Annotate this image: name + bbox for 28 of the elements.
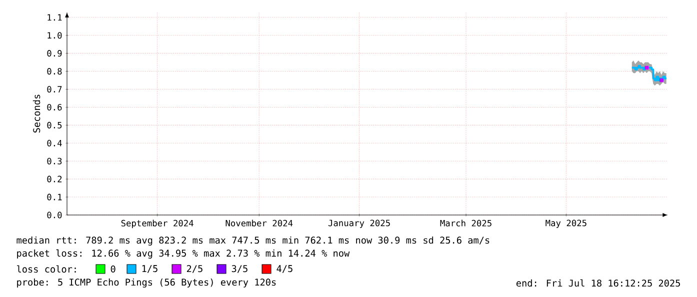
- text: packet loss: 12.66 % avg 34.95 % max 2.73 % min 14.24 % now: [17, 249, 350, 259]
- legend-title: loss color:: [17, 265, 76, 273]
- x-tick-label: March 2025: [440, 220, 492, 226]
- legend-label: 0: [110, 265, 116, 273]
- y-tick-label: 0.3: [47, 158, 62, 164]
- y-tick-label: 0.6: [47, 104, 62, 110]
- y-tick-label: 0.7: [47, 86, 62, 93]
- x-tick-label: May 2025: [546, 220, 586, 228]
- y-tick-label: 1.0: [48, 32, 62, 39]
- legend-label: 1/5: [142, 265, 158, 273]
- x-tick-label: January 2025: [328, 220, 390, 228]
- x-tick-label: September 2024: [121, 220, 194, 228]
- y-tick-label: 0.9: [47, 50, 62, 57]
- text: median rtt: 789.2 ms avg 823.2 ms max 747.5 ms min 762.1 ms now 30.9 ms sd 25.6 am/s: [16, 236, 490, 246]
- text: end: Fri Jul 18 16:12:25 2025: [516, 279, 680, 287]
- x-tick-label: November 2024: [226, 220, 293, 226]
- legend-label: 4/5: [276, 265, 292, 273]
- text: probe: 5 ICMP Echo Pings (56 Bytes) every 120s: [17, 278, 276, 288]
- y-axis-title: Seconds: [32, 94, 40, 133]
- legend-label: 3/5: [232, 265, 248, 273]
- y-tick-label: 0.2: [47, 176, 62, 182]
- y-tick-label: 0.0: [47, 212, 62, 218]
- y-tick-label: 0.5: [47, 122, 62, 128]
- y-tick-label: 0.4: [47, 140, 62, 146]
- y-tick-label: 0.1: [47, 194, 62, 200]
- y-tick-label: 1.1: [48, 14, 62, 21]
- legend-label: 2/5: [186, 265, 202, 273]
- y-tick-label: 0.8: [47, 68, 62, 75]
